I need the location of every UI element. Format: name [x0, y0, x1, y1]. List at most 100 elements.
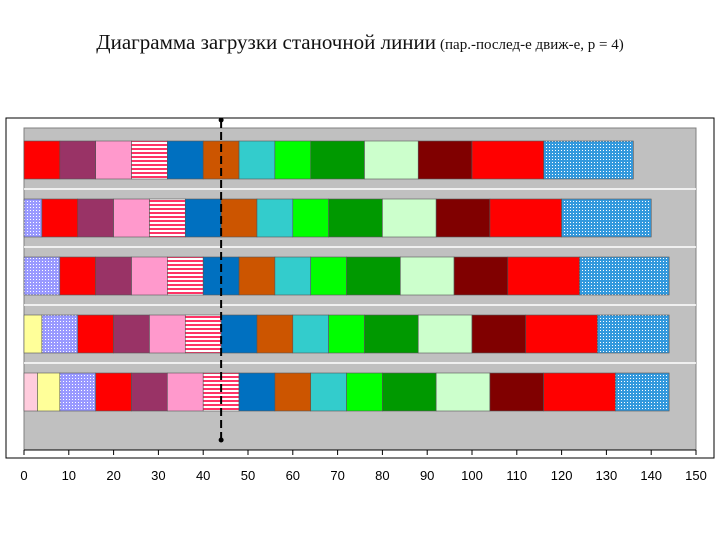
bar-segment	[346, 372, 383, 412]
bar-segment	[149, 198, 186, 238]
bar-segment	[59, 256, 96, 296]
x-tick-label: 80	[375, 468, 389, 483]
bar-segment	[113, 198, 150, 238]
bar-segment	[579, 256, 670, 296]
bar-row-5	[23, 372, 670, 412]
bar-segment	[256, 198, 294, 238]
bar-segment	[95, 256, 132, 296]
bar-segment	[417, 140, 473, 180]
bar-segment	[167, 372, 204, 412]
bar-segment	[220, 314, 258, 354]
bar-segment	[131, 256, 168, 296]
x-tick-label: 110	[506, 468, 527, 483]
bar-segment	[471, 140, 544, 180]
bar-segment	[543, 140, 634, 180]
bar-segment	[23, 140, 61, 180]
bar-segment	[435, 372, 491, 412]
bar-segment	[310, 256, 347, 296]
bar-segment	[184, 198, 222, 238]
bar-segment	[382, 372, 437, 412]
x-tick-label: 20	[106, 468, 120, 483]
bars-group	[23, 140, 670, 412]
bar-segment	[310, 140, 365, 180]
bar-segment	[417, 314, 473, 354]
x-tick-label: 40	[196, 468, 210, 483]
bar-segment	[328, 198, 383, 238]
marker-top-dot	[218, 117, 224, 123]
bar-segment	[131, 372, 168, 412]
bar-segment	[238, 372, 276, 412]
bar-segment	[525, 314, 598, 354]
chart-title: Диаграмма загрузки станочной линии (пар.…	[0, 30, 720, 55]
x-tick-label: 30	[151, 468, 165, 483]
bar-segment	[453, 256, 509, 296]
x-tick-label: 60	[286, 468, 300, 483]
chart-title-main: Диаграмма загрузки станочной линии	[96, 30, 437, 54]
bar-segment	[364, 314, 419, 354]
x-tick-label: 120	[551, 468, 573, 483]
bar-segment	[292, 198, 329, 238]
x-tick-label: 100	[461, 468, 483, 483]
bar-segment	[238, 256, 276, 296]
bar-segment	[346, 256, 401, 296]
bar-segment	[37, 372, 61, 412]
marker-line-group	[218, 117, 224, 443]
bar-segment	[238, 140, 276, 180]
grid-lines	[24, 188, 696, 364]
bar-segment	[113, 314, 150, 354]
bar-segment	[167, 256, 204, 296]
bar-segment	[561, 198, 652, 238]
x-tick-label: 70	[330, 468, 344, 483]
bar-segment	[256, 314, 294, 354]
bar-segment	[507, 256, 580, 296]
bar-segment	[184, 314, 222, 354]
x-tick-label: 10	[62, 468, 76, 483]
x-tick-label: 130	[596, 468, 618, 483]
bar-segment	[167, 140, 204, 180]
bar-segment	[220, 198, 258, 238]
chart-title-sub: (пар.-послед-е движ-е, p = 4)	[440, 37, 624, 53]
bar-segment	[149, 314, 186, 354]
bar-row-1	[23, 140, 634, 180]
bar-segment	[23, 372, 38, 412]
x-tick-label: 140	[640, 468, 662, 483]
bar-segment	[95, 140, 132, 180]
bar-segment	[382, 198, 437, 238]
bar-segment	[400, 256, 455, 296]
bar-segment	[23, 314, 43, 354]
bar-row-4	[23, 314, 670, 354]
bar-row-3	[23, 256, 670, 296]
bar-segment	[615, 372, 670, 412]
bar-segment	[489, 372, 544, 412]
bar-segment	[364, 140, 419, 180]
bar-segment	[328, 314, 365, 354]
bar-segment	[597, 314, 670, 354]
bar-segment	[95, 372, 132, 412]
bar-segment	[489, 198, 562, 238]
x-axis: 0 10 20 30 40 50 60 70 80 90 100 110 120 130 140 150	[20, 449, 707, 483]
bar-segment	[471, 314, 527, 354]
bar-segment	[41, 314, 79, 354]
bar-segment	[131, 140, 168, 180]
bar-segment	[59, 140, 96, 180]
bar-segment	[292, 314, 329, 354]
bar-segment	[41, 198, 79, 238]
bar-segment	[59, 372, 96, 412]
x-tick-label: 50	[241, 468, 255, 483]
bar-segment	[310, 372, 347, 412]
bar-segment	[274, 256, 312, 296]
bar-segment	[77, 314, 114, 354]
bar-segment	[274, 140, 312, 180]
x-tick-label: 150	[685, 468, 707, 483]
x-tick-label: 0	[20, 468, 27, 483]
bar-segment	[23, 256, 61, 296]
bar-segment	[435, 198, 491, 238]
bar-segment	[543, 372, 616, 412]
bar-segment	[23, 198, 43, 238]
bar-row-2	[23, 198, 652, 238]
bar-segment	[77, 198, 114, 238]
bar-segment	[274, 372, 312, 412]
x-tick-label: 90	[420, 468, 434, 483]
marker-bottom-dot	[218, 437, 224, 443]
